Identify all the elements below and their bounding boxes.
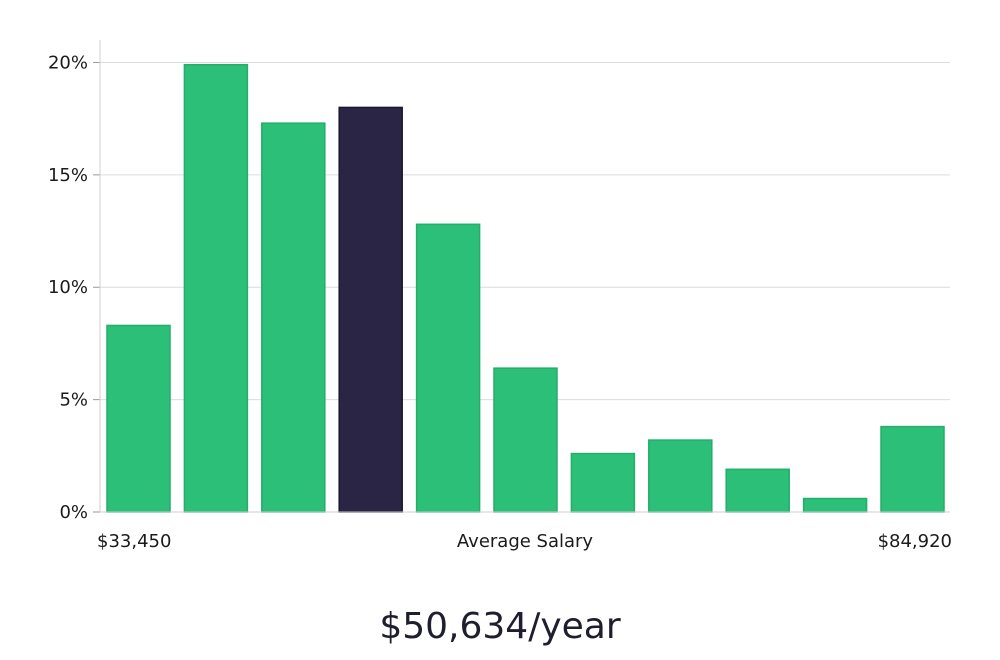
x-max-label: $84,920: [878, 531, 952, 552]
y-tick-label: 5%: [59, 390, 88, 411]
bar: [880, 425, 945, 513]
salary-histogram: 0% 5% 10% 15% 20% $33,450 Average Salary $84…: [48, 40, 952, 552]
bar: [261, 122, 326, 513]
y-axis-ticks: 0% 5% 10% 15% 20%: [48, 52, 100, 523]
bar-highlighted: [338, 106, 403, 513]
bar: [570, 452, 636, 513]
bar: [106, 324, 171, 513]
average-salary: $50,634/year: [379, 606, 621, 647]
y-tick-label: 0%: [59, 502, 88, 523]
y-tick-label: 20%: [48, 52, 88, 73]
bar: [183, 63, 249, 513]
bar: [725, 468, 790, 513]
bar: [493, 367, 558, 513]
y-tick-label: 10%: [48, 277, 88, 298]
x-min-label: $33,450: [97, 531, 171, 552]
bar: [648, 439, 713, 513]
bar: [415, 223, 481, 513]
bars: [106, 63, 945, 513]
x-axis-title: Average Salary: [457, 531, 594, 552]
y-tick-label: 15%: [48, 165, 88, 186]
bar: [802, 497, 868, 513]
